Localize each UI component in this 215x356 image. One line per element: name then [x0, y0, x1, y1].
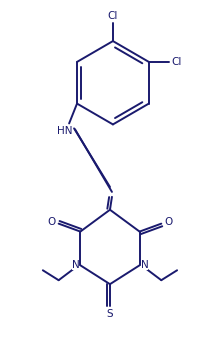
Text: N: N [141, 260, 148, 270]
Text: S: S [107, 309, 113, 319]
Text: Cl: Cl [108, 11, 118, 21]
Text: O: O [164, 217, 172, 227]
Text: O: O [48, 217, 56, 227]
Text: HN: HN [57, 126, 73, 136]
Text: Cl: Cl [171, 57, 182, 67]
Text: N: N [72, 260, 79, 270]
